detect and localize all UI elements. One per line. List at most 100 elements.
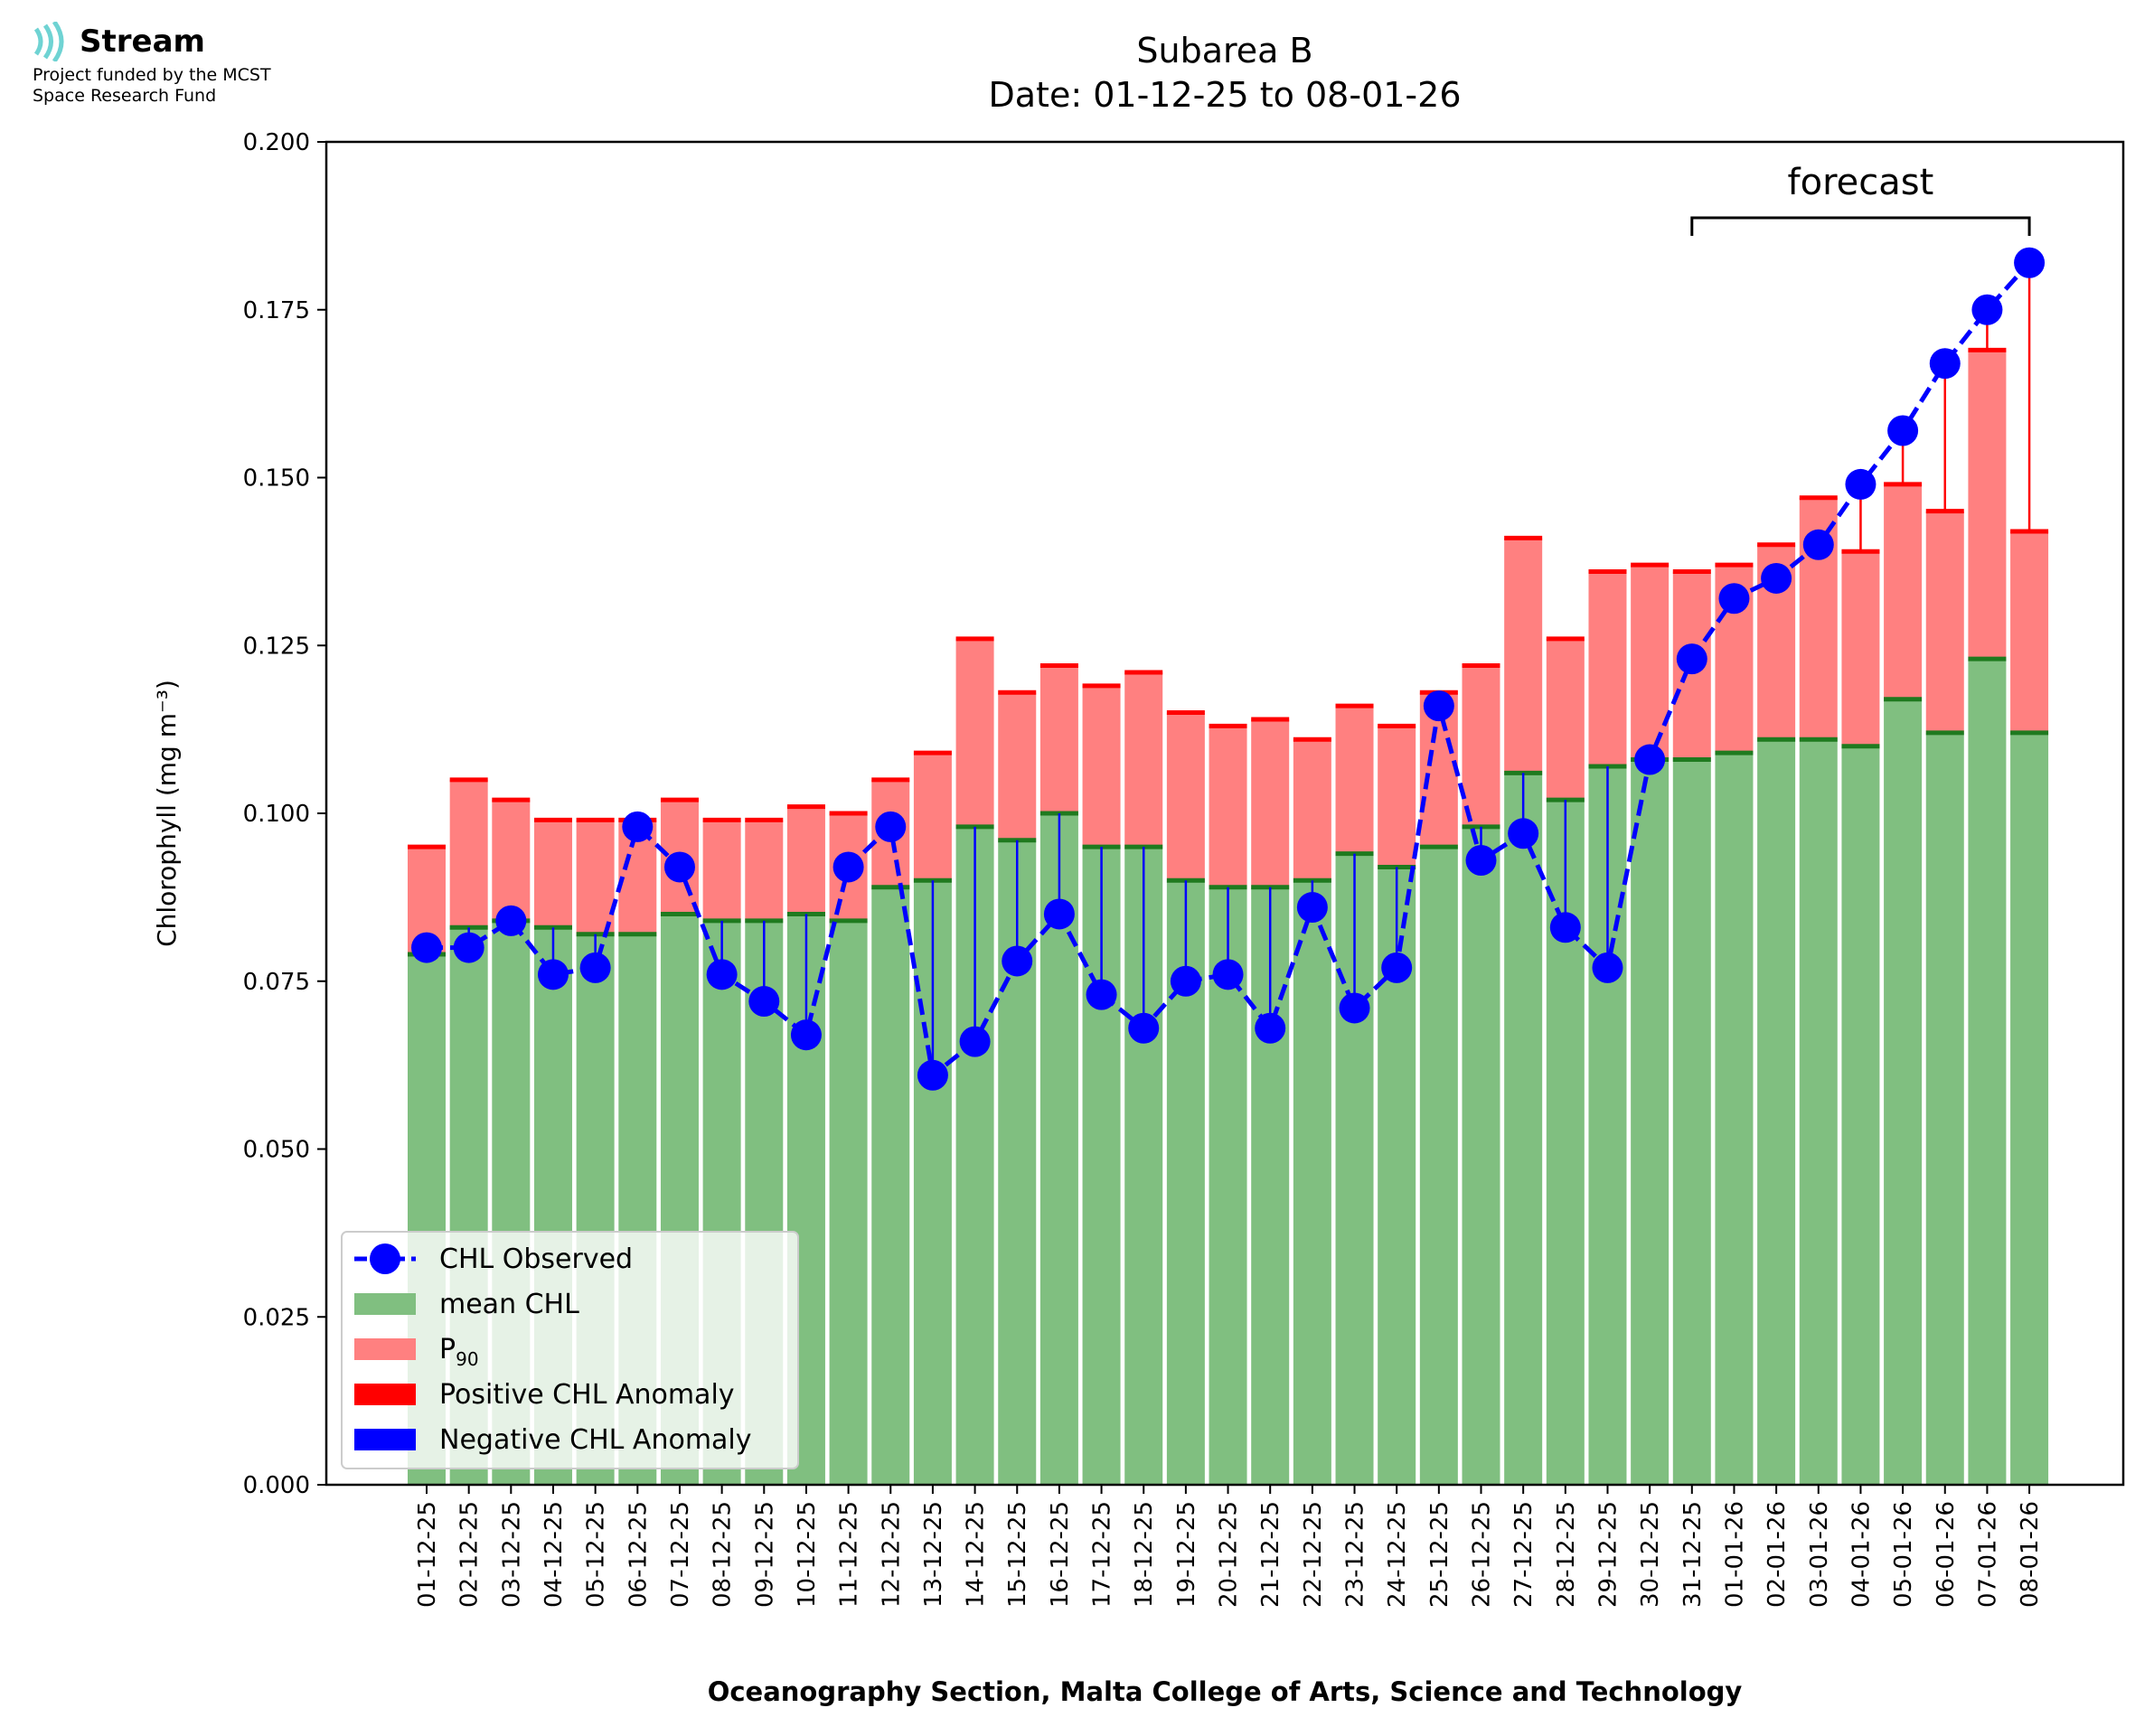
logo-funding-line-1: Project funded by the MCST [33, 65, 271, 85]
x-tick-label: 24-12-25 [1384, 1501, 1411, 1608]
observed-point [579, 952, 611, 983]
observed-point [495, 905, 527, 936]
p90-bar [533, 820, 572, 928]
x-tick-label: 07-12-25 [667, 1501, 694, 1608]
p90-bar [745, 820, 784, 921]
logo-funding-line-2: Space Research Fund [33, 86, 217, 106]
logo-name: Stream [80, 23, 205, 60]
mean-bar [2010, 732, 2049, 1485]
observed-point [622, 811, 654, 842]
observed-point [1296, 892, 1328, 924]
p90-bar [1884, 483, 1923, 699]
x-tick-label: 19-12-25 [1173, 1501, 1200, 1608]
legend-box [341, 1231, 799, 1469]
observed-point [1508, 818, 1539, 849]
x-tick-label: 03-12-25 [498, 1501, 525, 1608]
y-tick-label: 0.050 [243, 1137, 310, 1164]
chart-subtitle: Date: 01-12-25 to 08-01-26 [988, 75, 1462, 115]
x-tick-label: 12-12-25 [878, 1501, 905, 1608]
x-axis-label: Oceanography Section, Malta College of A… [708, 1676, 1743, 1707]
p90-bar [1293, 739, 1331, 881]
observed-point [790, 1019, 822, 1051]
observed-point [663, 851, 695, 883]
x-tick-label: 10-12-25 [794, 1501, 821, 1608]
observed-point [1212, 959, 1244, 990]
mean-bar [1757, 739, 1796, 1485]
y-tick-label: 0.175 [243, 297, 310, 324]
x-tick-label: 08-12-25 [710, 1501, 737, 1608]
x-tick-label: 08-01-26 [2017, 1501, 2044, 1608]
x-tick-label: 04-01-26 [1848, 1501, 1875, 1608]
observed-point [1929, 348, 1961, 380]
mean-bar [1884, 699, 1923, 1485]
p90-bar [1968, 350, 2007, 660]
x-tick-label: 06-01-26 [1933, 1501, 1960, 1608]
observed-point [2014, 247, 2046, 278]
observed-point [1255, 1012, 1286, 1044]
observed-point [959, 1026, 991, 1057]
x-tick-label: 03-01-26 [1806, 1501, 1833, 1608]
x-tick-label: 06-12-25 [625, 1501, 652, 1608]
logo: Stream Project funded by the MCST Space … [33, 20, 271, 106]
legend-label-observed: CHL Observed [439, 1243, 633, 1275]
observed-point [1002, 945, 1033, 977]
p90-bar [1546, 638, 1585, 801]
forecast-bracket [1690, 216, 2031, 236]
x-tick-label: 29-12-25 [1594, 1501, 1622, 1608]
x-tick-label: 27-12-25 [1510, 1501, 1538, 1608]
x-tick-label: 02-01-26 [1764, 1501, 1791, 1608]
x-tick-label: 01-12-25 [414, 1501, 441, 1608]
p90-bar [1378, 726, 1416, 868]
x-tick-label: 09-12-25 [751, 1501, 778, 1608]
legend-positive-swatch [354, 1384, 416, 1405]
p90-bar [1039, 665, 1078, 813]
p90-bar [913, 753, 952, 881]
x-tick-label: 05-12-25 [583, 1501, 610, 1608]
p90-bar [576, 820, 615, 934]
observed-line [427, 261, 2031, 1080]
y-tick-label: 0.125 [243, 633, 310, 660]
p90-bar [702, 820, 741, 921]
observed-point [1718, 583, 1750, 615]
legend-label-negative: Negative CHL Anomaly [439, 1424, 752, 1456]
p90-bar [1462, 665, 1500, 827]
observed-point [1592, 952, 1623, 983]
x-tick-label: 28-12-25 [1553, 1501, 1580, 1608]
observed-point [748, 986, 780, 1018]
y-tick-label: 0.100 [243, 801, 310, 828]
forecast-annotation: forecast [1788, 162, 1934, 203]
observed-point [453, 932, 484, 963]
p90-bar [998, 692, 1037, 840]
legend-p90-swatch [354, 1338, 416, 1360]
observed-point [1128, 1012, 1160, 1044]
x-tick-label: 21-12-25 [1257, 1501, 1284, 1608]
y-axis-label: Chlorophyll (mg m⁻³) [152, 680, 182, 947]
observed-point [1761, 562, 1792, 594]
x-tick-label: 05-01-26 [1890, 1501, 1917, 1608]
x-tick-label: 14-12-25 [963, 1501, 990, 1608]
x-tick-label: 30-12-25 [1637, 1501, 1664, 1608]
y-tick-label: 0.075 [243, 969, 310, 996]
p90-bar [2010, 530, 2049, 733]
stream-logo-icon [33, 20, 64, 63]
mean-bar [1293, 880, 1331, 1485]
y-tick-label: 0.200 [243, 129, 310, 156]
observed-point [875, 811, 907, 842]
p90-bar [1251, 718, 1290, 887]
p90-bar [492, 800, 531, 921]
p90-bar [786, 806, 825, 915]
mean-bar [1504, 773, 1543, 1485]
observed-point [1549, 912, 1581, 943]
p90-bar [449, 779, 488, 928]
x-tick-label: 11-12-25 [836, 1501, 863, 1608]
mean-bar [871, 887, 910, 1485]
x-tick-label: 22-12-25 [1300, 1501, 1327, 1608]
x-tick-label: 04-12-25 [541, 1501, 568, 1608]
mean-bar [1799, 739, 1838, 1485]
p90-bar [1841, 551, 1880, 746]
y-tick-label: 0.000 [243, 1472, 310, 1499]
x-tick-label: 31-12-25 [1679, 1501, 1707, 1608]
observed-point [537, 959, 569, 990]
legend-label-p90: P90 [439, 1334, 479, 1370]
